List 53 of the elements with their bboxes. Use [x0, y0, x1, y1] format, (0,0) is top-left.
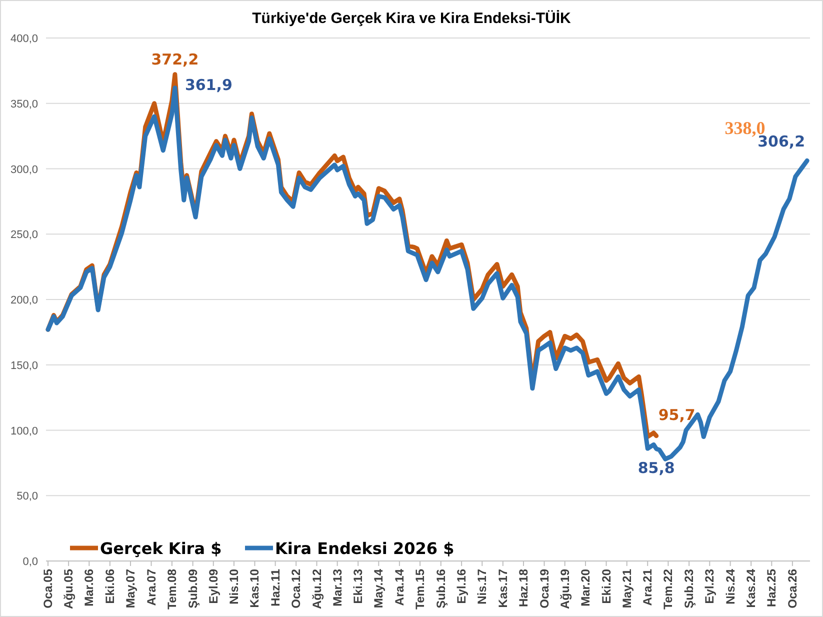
- x-tick-label: Oca.05: [41, 568, 55, 608]
- x-tick-label: Eki.13: [351, 568, 366, 604]
- chart-title: Türkiye'de Gerçek Kira ve Kira Endeksi-TÜİK: [252, 10, 572, 27]
- data-label: 361,9: [184, 76, 232, 94]
- x-tick-label: Eyl.09: [206, 568, 220, 604]
- x-tick-label: Eki.06: [102, 568, 117, 604]
- x-tick-label: Kas.17: [496, 568, 510, 608]
- x-tick-label: Şub.09: [186, 568, 200, 608]
- x-tick-label: Ara.07: [144, 568, 158, 606]
- y-tick-label: 0,0: [22, 556, 38, 568]
- data-label: 372,2: [151, 50, 199, 68]
- x-tick-label: Nis.10: [226, 568, 241, 604]
- x-tick-label: Haz.11: [268, 568, 282, 606]
- x-tick-label: Oca.12: [289, 568, 304, 608]
- x-tick-label: May.21: [620, 568, 634, 608]
- x-tick-label: Kas.24: [744, 568, 758, 608]
- y-tick-label: 200,0: [10, 294, 38, 306]
- x-tick-label: Şub.16: [434, 568, 448, 608]
- x-tick-label: Eyl.16: [454, 568, 469, 604]
- y-tick-label: 150,0: [10, 360, 38, 372]
- x-tick-label: Tem.15: [413, 568, 428, 610]
- legend-label: Gerçek Kira $: [100, 539, 222, 558]
- x-tick-label: Haz.25: [764, 568, 779, 608]
- x-tick-label: Mar.20: [578, 568, 593, 606]
- x-tick-label: Tem.22: [661, 568, 676, 610]
- x-tick-label: Nis.17: [475, 568, 490, 604]
- y-tick-label: 50,0: [16, 490, 38, 503]
- x-tick-label: Ağu.19: [558, 568, 572, 610]
- x-tick-label: Oca.26: [785, 568, 800, 608]
- y-tick-label: 100,0: [10, 425, 38, 438]
- x-tick-label: Şub.23: [682, 568, 696, 608]
- x-tick-label: Eyl.23: [702, 568, 717, 604]
- x-tick-label: Ara.21: [640, 568, 655, 606]
- x-tick-label: May.14: [372, 568, 386, 608]
- x-tick-label: May.07: [124, 568, 138, 608]
- data-label: 85,8: [638, 458, 675, 477]
- y-tick-label: 300,0: [10, 164, 38, 176]
- x-tick-label: Ara.14: [392, 568, 406, 606]
- data-label: 95,7: [658, 406, 696, 424]
- y-tick-label: 350,0: [10, 98, 38, 110]
- x-tick-label: Mar.13: [330, 568, 344, 606]
- x-tick-label: Mar.06: [82, 568, 96, 606]
- y-tick-label: 400,0: [10, 33, 38, 45]
- legend-label: Kira Endeksi 2026 $: [275, 539, 454, 558]
- x-tick-label: Eki.20: [599, 568, 614, 604]
- x-tick-label: Haz.18: [516, 568, 530, 608]
- x-tick-label: Kas.10: [248, 568, 262, 608]
- x-tick-label: Nis.24: [723, 568, 738, 604]
- x-tick-label: Oca.19: [537, 568, 552, 608]
- x-tick-label: Tem.08: [164, 568, 179, 610]
- x-tick-label: Ağu.12: [310, 568, 324, 610]
- x-tick-label: Ağu.05: [62, 568, 76, 610]
- y-tick-label: 250,0: [10, 229, 38, 242]
